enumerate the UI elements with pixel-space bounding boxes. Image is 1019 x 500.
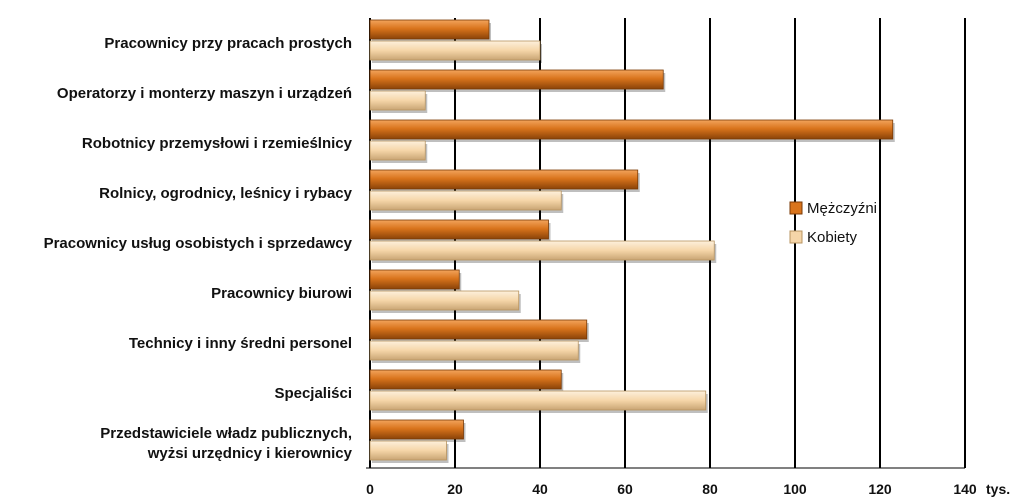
bar-mezczyzni (369, 19, 490, 40)
bar-mezczyzni (369, 169, 639, 190)
x-axis-unit-label: tys. (986, 481, 1010, 497)
x-tick-label: 0 (366, 481, 374, 497)
bar-mezczyzni (369, 369, 562, 390)
category-label: Pracownicy przy pracach prostych (104, 35, 352, 52)
legend-label: Kobiety (807, 229, 858, 246)
x-tick-label: 20 (447, 481, 463, 497)
category-label: Pracownicy biurowi (211, 285, 352, 302)
x-tick-label: 40 (532, 481, 548, 497)
category-label: Technicy i inny średni personel (129, 335, 352, 352)
x-tick-label: 80 (702, 481, 718, 497)
category-label: Robotnicy przemysłowi i rzemieślnicy (82, 135, 353, 152)
x-tick-label: 60 (617, 481, 633, 497)
category-label: Rolnicy, ogrodnicy, leśnicy i rybacy (99, 185, 353, 202)
bar-kobiety (369, 290, 520, 311)
category-labels: Pracownicy przy pracach prostych Operator… (44, 35, 353, 462)
bar-kobiety (369, 40, 541, 61)
x-axis-tick-labels: 0 20 40 60 80 100 120 140 (366, 481, 977, 497)
bar-kobiety (369, 390, 707, 411)
legend: Mężczyźni Kobiety (789, 200, 877, 246)
bar-kobiety (369, 90, 426, 111)
bar-kobiety (369, 340, 579, 361)
category-label: Specjaliści (274, 385, 352, 402)
bar-kobiety (369, 240, 715, 261)
legend-swatch (789, 230, 803, 244)
bar-mezczyzni (369, 419, 464, 440)
bar-mezczyzni (369, 319, 588, 340)
category-label: Przedstawiciele władz publicznych, (100, 425, 352, 442)
bars (369, 19, 895, 463)
x-tick-label: 100 (783, 481, 807, 497)
category-label: wyżsi urzędnicy i kierownicy (147, 445, 353, 462)
bar-mezczyzni (369, 119, 894, 140)
bar-mezczyzni (369, 69, 664, 90)
category-label: Operatorzy i monterzy maszyn i urządzeń (57, 85, 352, 102)
legend-swatch (789, 201, 803, 215)
bar-kobiety (369, 440, 447, 461)
bar-mezczyzni (369, 269, 460, 290)
bar-kobiety (369, 140, 426, 161)
legend-label: Mężczyźni (807, 200, 877, 217)
x-tick-label: 120 (868, 481, 892, 497)
category-label: Pracownicy usług osobistych i sprzedawcy (44, 235, 353, 252)
x-tick-label: 140 (953, 481, 977, 497)
bar-mezczyzni (369, 219, 549, 240)
bar-kobiety (369, 190, 562, 211)
